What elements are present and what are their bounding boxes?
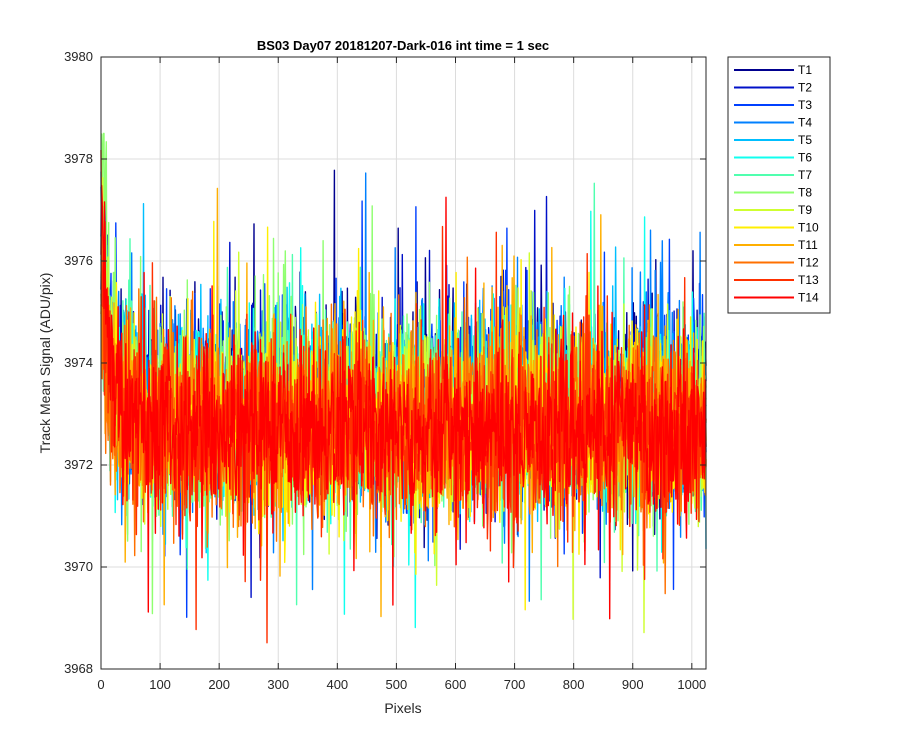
legend-label-t3: T3 (798, 98, 812, 112)
x-tick-label: 900 (622, 677, 644, 692)
x-tick-label: 600 (445, 677, 467, 692)
legend-label-t8: T8 (798, 186, 812, 200)
legend-label-t6: T6 (798, 151, 812, 165)
x-tick-label: 1000 (677, 677, 706, 692)
legend: T1 T2 T3 T4 T5 T6 T7 T8 T9 T10 T11 T12 T13 T14 (727, 56, 831, 314)
legend-label-t11: T11 (798, 238, 818, 252)
series-lines (100, 132, 707, 644)
x-axis: 0 100 200 300 400 500 600 700 800 900 1000 (97, 57, 706, 692)
series-line-t14 (100, 184, 707, 620)
y-tick-label: 3980 (64, 49, 93, 64)
y-tick-label: 3974 (64, 355, 93, 370)
x-axis-label: Pixels (384, 700, 421, 716)
chart-title: BS03 Day07 20181207-Dark-016 int time = … (257, 38, 549, 53)
legend-label-t13: T13 (798, 273, 819, 287)
y-tick-label: 3976 (64, 253, 93, 268)
y-tick-label: 3978 (64, 151, 93, 166)
legend-label-t12: T12 (798, 256, 819, 270)
legend-label-t1: T1 (798, 63, 812, 77)
legend-label-t9: T9 (798, 203, 812, 217)
y-tick-label: 3968 (64, 661, 93, 676)
x-tick-label: 400 (326, 677, 348, 692)
y-axis: 3968 3970 3972 3974 3976 3978 3980 (64, 49, 706, 676)
legend-label-t14: T14 (798, 291, 819, 305)
legend-label-t2: T2 (798, 81, 812, 95)
x-tick-label: 700 (504, 677, 526, 692)
legend-label-t7: T7 (798, 168, 812, 182)
x-tick-label: 500 (386, 677, 408, 692)
y-tick-label: 3970 (64, 559, 93, 574)
legend-label-t4: T4 (798, 116, 812, 130)
y-tick-label: 3972 (64, 457, 93, 472)
x-tick-label: 200 (208, 677, 230, 692)
legend-box (727, 56, 831, 314)
x-tick-label: 800 (563, 677, 585, 692)
y-axis-label: Track Mean Signal (ADU/pix) (37, 273, 53, 454)
x-tick-label: 0 (97, 677, 104, 692)
x-tick-label: 300 (267, 677, 289, 692)
legend-label-t5: T5 (798, 133, 812, 147)
legend-label-t10: T10 (798, 221, 819, 235)
x-tick-label: 100 (149, 677, 171, 692)
